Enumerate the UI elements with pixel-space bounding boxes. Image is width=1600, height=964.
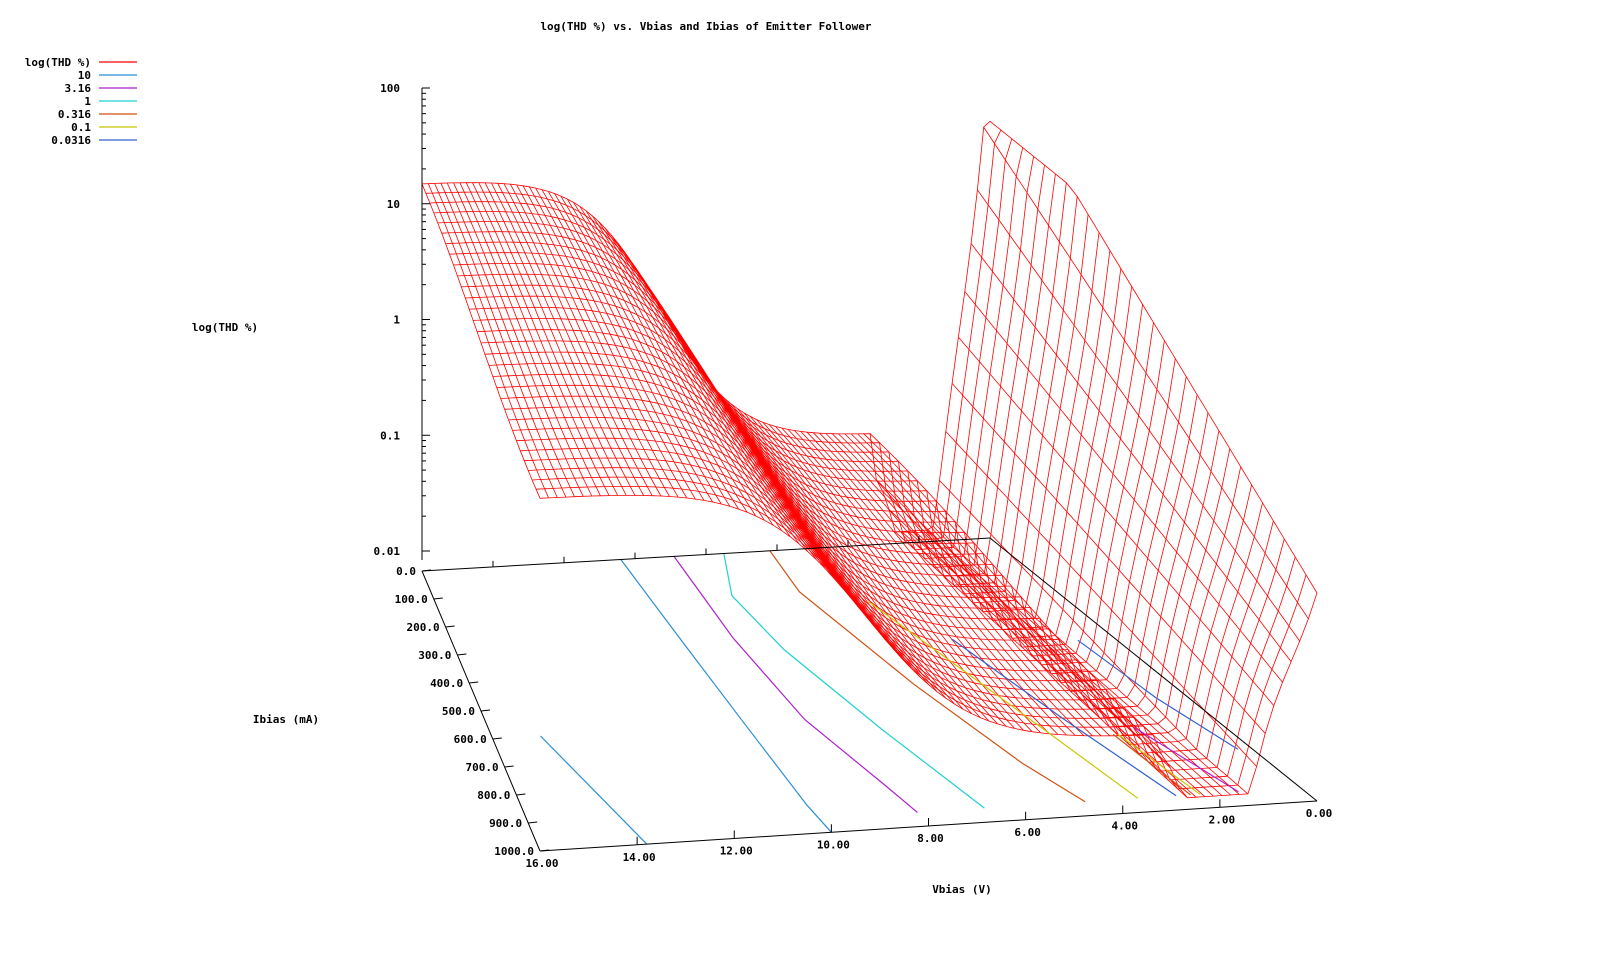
contour-line-10 xyxy=(540,735,648,845)
x-tick-label: 6.00 xyxy=(1014,826,1041,839)
z-tick-label: 0.01 xyxy=(374,545,401,558)
y-tick xyxy=(539,849,550,852)
contour-line-3.16 xyxy=(673,556,918,813)
x-tick-label: 2.00 xyxy=(1209,813,1236,826)
z-tick-label: 1 xyxy=(393,314,400,327)
contour-line-3.16 xyxy=(1133,726,1239,793)
contour-line-0.316 xyxy=(769,550,1086,803)
contour-line-10 xyxy=(620,559,832,833)
y-tick xyxy=(457,653,467,656)
contour-line-0.1 xyxy=(1117,733,1201,795)
y-tick-label: 0.0 xyxy=(396,565,416,578)
y-tick xyxy=(469,681,479,684)
x-tick-label: 14.00 xyxy=(623,851,656,864)
contour-line-1 xyxy=(723,553,985,809)
axes: 100 10 1 0.1 0.01 16.00 14.00 12.00 10.00 8.00 6.0… xyxy=(374,82,1333,870)
y-tick-label: 400.0 xyxy=(430,677,463,690)
x-tick-label: 16.00 xyxy=(525,857,558,870)
legend-label: log(THD %) xyxy=(25,56,91,69)
y-tick-label: 700.0 xyxy=(465,761,498,774)
x-tick-label: 0.00 xyxy=(1306,807,1333,820)
y-tick-label: 100.0 xyxy=(395,593,428,606)
surface-mesh xyxy=(421,120,1318,799)
contour-lines xyxy=(540,550,1239,845)
x-tick-label: 4.00 xyxy=(1112,820,1139,833)
contour-line-0.0316 xyxy=(951,638,1177,797)
y-tick-label: 200.0 xyxy=(406,621,439,634)
x-tick-label: 10.00 xyxy=(817,838,850,851)
z-tick-label: 10 xyxy=(387,198,400,211)
x-axis-label: Vbias (V) xyxy=(932,883,992,896)
z-axis-label: log(THD %) xyxy=(192,321,258,334)
legend-label: 0.316 xyxy=(58,108,91,121)
chart-title: log(THD %) vs. Vbias and Ibias of Emitte… xyxy=(540,20,872,33)
contour-line-0.316 xyxy=(1112,733,1191,796)
legend-label: 10 xyxy=(78,69,91,82)
y-axis-label: Ibias (mA) xyxy=(253,713,319,726)
y-tick-label: 600.0 xyxy=(454,733,487,746)
surface-mesh-rows xyxy=(421,121,1318,799)
surface-mesh-columns xyxy=(421,120,1318,799)
legend-label: 3.16 xyxy=(65,82,92,95)
y-tick xyxy=(445,625,455,628)
y-tick xyxy=(433,597,443,600)
y-tick xyxy=(480,709,491,712)
contour-line-0.1 xyxy=(868,601,1139,799)
z-tick-label: 100 xyxy=(380,82,400,95)
y-tick-label: 900.0 xyxy=(489,817,522,830)
y-tick xyxy=(504,765,514,768)
y-tick-label: 1000.0 xyxy=(494,845,534,858)
y-tick xyxy=(492,737,502,740)
y-tick-label: 800.0 xyxy=(477,789,510,802)
floor-right-edge xyxy=(989,537,1318,802)
y-tick xyxy=(516,793,526,796)
x-tick-label: 12.00 xyxy=(720,845,753,858)
y-tick xyxy=(528,821,538,824)
z-tick-label: 0.1 xyxy=(380,429,400,442)
legend-label: 1 xyxy=(84,95,91,108)
legend-label: 0.0316 xyxy=(51,134,91,147)
legend-label: 0.1 xyxy=(71,121,91,134)
contour-line-0.0316 xyxy=(1077,639,1239,750)
y-tick xyxy=(421,569,432,572)
y-tick-label: 300.0 xyxy=(418,649,451,662)
x-tick-label: 8.00 xyxy=(917,832,944,845)
y-tick-label: 500.0 xyxy=(442,705,475,718)
